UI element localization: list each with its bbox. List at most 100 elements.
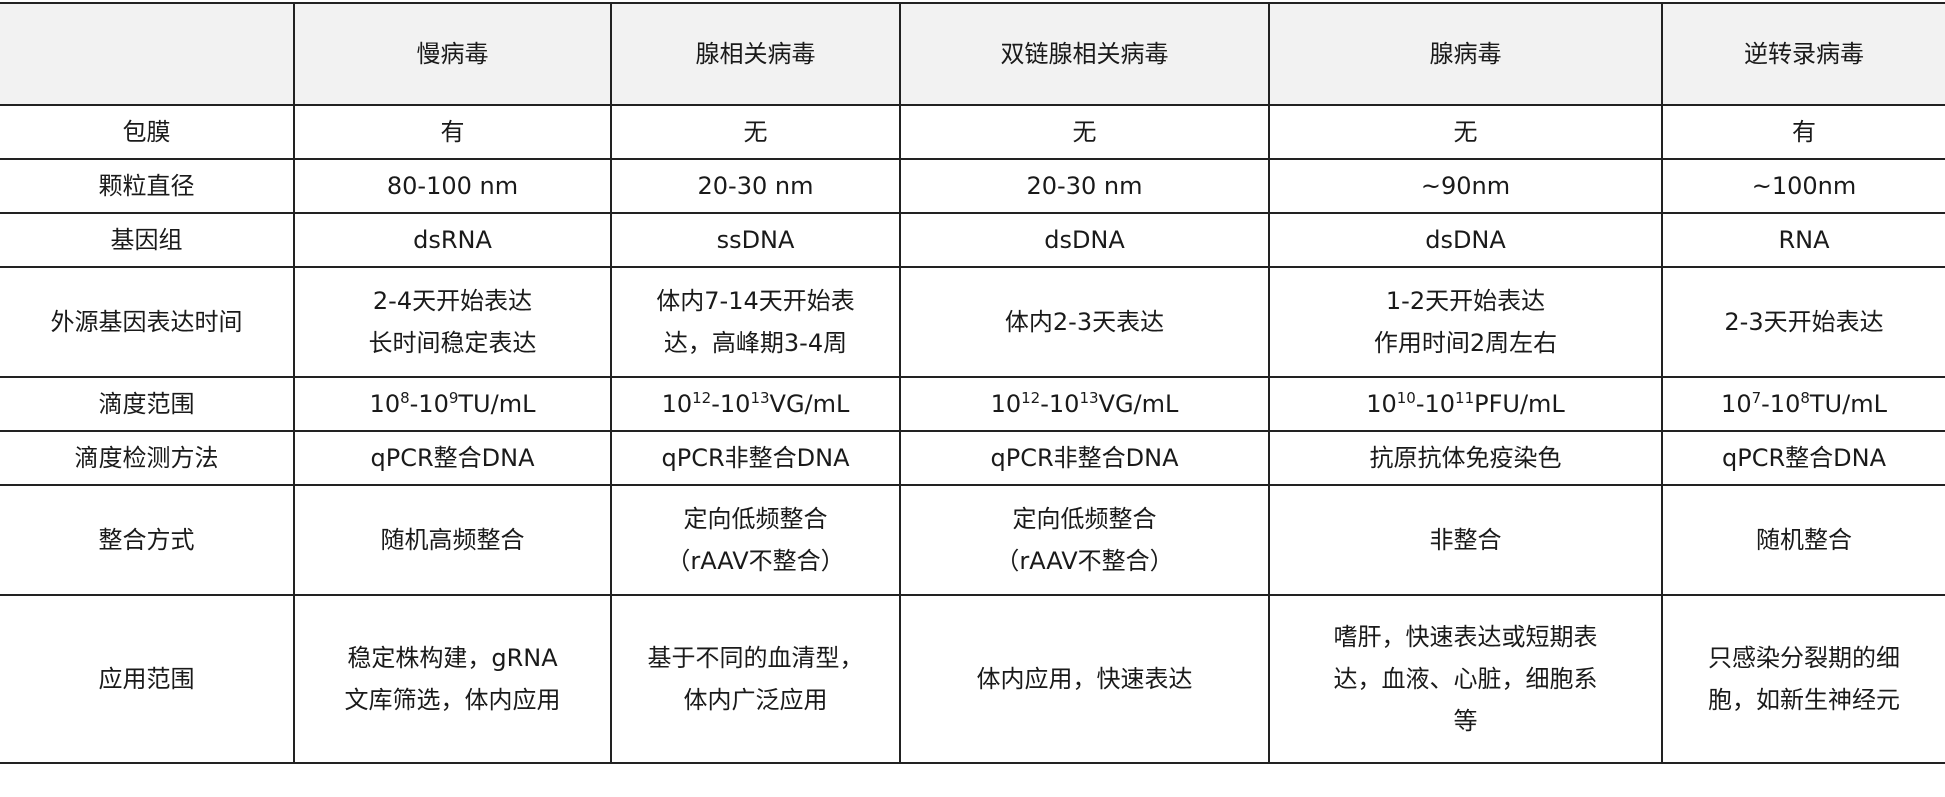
table-cell: 20-30 nm: [899, 158, 1270, 214]
row-label: 基因组: [0, 212, 295, 268]
titer-exponent: 8: [1800, 389, 1810, 407]
titer-unit: TU/mL: [458, 390, 536, 418]
table-cell: 2-4天开始表达 长时间稳定表达: [293, 266, 612, 378]
virus-comparison-table: 慢病毒 腺相关病毒 双链腺相关病毒 腺病毒 逆转录病毒 包膜有无无无有颗粒直径 8…: [0, 2, 1945, 764]
cell-line: 文库筛选，体内应用: [344, 686, 561, 714]
table-cell: 体内2-3天表达: [899, 266, 1270, 378]
table-cell: 有: [293, 104, 612, 160]
table-cell: 稳定株构建，gRNA 文库筛选，体内应用: [293, 594, 612, 764]
cell-line: 随机整合: [1756, 526, 1852, 554]
cell-line: 2-4天开始表达: [372, 287, 533, 315]
row-label: 包膜: [0, 104, 295, 160]
titer-base: 10: [990, 390, 1022, 418]
table-cell: 80-100 nm: [293, 158, 612, 214]
table-cell: 108-109TU/mL: [293, 376, 612, 432]
cell-line: 作用时间2周左右: [1373, 329, 1558, 357]
header-lentivirus: 慢病毒: [293, 2, 612, 106]
cell-line: 等: [1453, 707, 1478, 735]
table-cell: qPCR非整合DNA: [899, 430, 1270, 486]
cell-line: 体内2-3天表达: [1004, 308, 1165, 336]
cell-line: 2-3天开始表达: [1724, 308, 1884, 336]
titer-exponent: 12: [1021, 389, 1041, 407]
cell-line: 嗜肝，快速表达或短期表: [1333, 623, 1598, 651]
table-cell: 1012-1013VG/mL: [899, 376, 1270, 432]
titer-base: 10: [661, 390, 693, 418]
header-corner: [0, 2, 295, 106]
table-cell: dsDNA: [1268, 212, 1663, 268]
titer-base: -10: [409, 390, 449, 418]
cell-line: 基于不同的血清型，: [647, 644, 864, 672]
table-row: 颗粒直径 80-100 nm 20-30 nm 20-30 nm ~90nm ~100nm: [0, 158, 1945, 214]
table-cell: 无: [1268, 104, 1663, 160]
cell-line: 非整合: [1429, 526, 1502, 554]
cell-line: 定向低频整合: [1012, 505, 1157, 533]
cell-line: 胞，如新生神经元: [1708, 686, 1900, 714]
cell-line: 体内应用，快速表达: [976, 665, 1193, 693]
titer-base: -10: [711, 390, 751, 418]
table-cell: 107-108TU/mL: [1661, 376, 1945, 432]
table-row: 滴度检测方法 qPCR整合DNA qPCR非整合DNA qPCR非整合DNA 抗原抗体免…: [0, 430, 1945, 486]
table-cell: ssDNA: [610, 212, 901, 268]
titer-exponent: 11: [1455, 389, 1475, 407]
table-cell: 只感染分裂期的细 胞，如新生神经元: [1661, 594, 1945, 764]
table-row: 外源基因表达时间 2-4天开始表达 长时间稳定表达 体内7-14天开始表 达，高峰期3-…: [0, 266, 1945, 378]
cell-line: 体内广泛应用: [683, 686, 828, 714]
table-cell: 基于不同的血清型， 体内广泛应用: [610, 594, 901, 764]
titer-base: -10: [1415, 390, 1456, 418]
titer-base: -10: [1761, 390, 1801, 418]
cell-line: 定向低频整合: [683, 505, 828, 533]
cell-line: （rAAV不整合）: [995, 547, 1174, 575]
titer-exponent: 13: [750, 389, 770, 407]
table-cell: 定向低频整合 （rAAV不整合）: [899, 484, 1270, 596]
row-label: 外源基因表达时间: [0, 266, 295, 378]
row-label: 滴度检测方法: [0, 430, 295, 486]
cell-line: 达，高峰期3-4周: [663, 329, 848, 357]
table-row: 应用范围 稳定株构建，gRNA 文库筛选，体内应用 基于不同的血清型， 体内广泛应用 体内…: [0, 594, 1945, 764]
titer-base: 10: [369, 390, 401, 418]
titer-base: 10: [1721, 390, 1752, 418]
cell-line: 随机高频整合: [380, 526, 525, 554]
row-label: 整合方式: [0, 484, 295, 596]
row-label: 颗粒直径: [0, 158, 295, 214]
table-cell: 定向低频整合 （rAAV不整合）: [610, 484, 901, 596]
cell-line: 稳定株构建，gRNA: [347, 644, 558, 672]
cell-line: 体内7-14天开始表: [656, 287, 855, 315]
titer-unit: TU/mL: [1809, 390, 1887, 418]
titer-exponent: 12: [692, 389, 712, 407]
titer-exponent: 9: [448, 389, 459, 407]
table-cell: 非整合: [1268, 484, 1663, 596]
row-label: 应用范围: [0, 594, 295, 764]
table-cell: qPCR整合DNA: [1661, 430, 1945, 486]
row-label: 滴度范围: [0, 376, 295, 432]
table-cell: ~90nm: [1268, 158, 1663, 214]
table-cell: qPCR整合DNA: [293, 430, 612, 486]
header-scaav: 双链腺相关病毒: [899, 2, 1270, 106]
titer-base: 10: [1366, 390, 1397, 418]
table-cell: 抗原抗体免疫染色: [1268, 430, 1663, 486]
table-cell: 随机整合: [1661, 484, 1945, 596]
table-cell: 2-3天开始表达: [1661, 266, 1945, 378]
cell-line: 长时间稳定表达: [368, 329, 537, 357]
header-adenovirus: 腺病毒: [1268, 2, 1663, 106]
titer-unit: PFU/mL: [1474, 390, 1565, 418]
table-cell: 1010-1011PFU/mL: [1268, 376, 1663, 432]
cell-line: 只感染分裂期的细: [1708, 644, 1900, 672]
table-cell: 体内7-14天开始表 达，高峰期3-4周: [610, 266, 901, 378]
header-aav: 腺相关病毒: [610, 2, 901, 106]
table-cell: 随机高频整合: [293, 484, 612, 596]
table-cell: dsDNA: [899, 212, 1270, 268]
titer-exponent: 10: [1396, 389, 1416, 407]
table-cell: 1-2天开始表达 作用时间2周左右: [1268, 266, 1663, 378]
cell-line: 1-2天开始表达: [1385, 287, 1546, 315]
table-cell: 嗜肝，快速表达或短期表 达，血液、心脏，细胞系等: [1268, 594, 1663, 764]
titer-unit: VG/mL: [769, 390, 850, 418]
table-row: 包膜有无无无有: [0, 104, 1945, 160]
table-cell: 20-30 nm: [610, 158, 901, 214]
header-retrovirus: 逆转录病毒: [1661, 2, 1945, 106]
table-row: 滴度范围 108-109TU/mL 1012-1013VG/mL 1012-1013V…: [0, 376, 1945, 432]
cell-line: 达，血液、心脏，细胞系: [1333, 665, 1598, 693]
table-row: 整合方式 随机高频整合 定向低频整合 （rAAV不整合） 定向低频整合 （rAAV不整合）…: [0, 484, 1945, 596]
titer-exponent: 7: [1751, 389, 1762, 407]
table-cell: RNA: [1661, 212, 1945, 268]
titer-exponent: 8: [400, 389, 410, 407]
